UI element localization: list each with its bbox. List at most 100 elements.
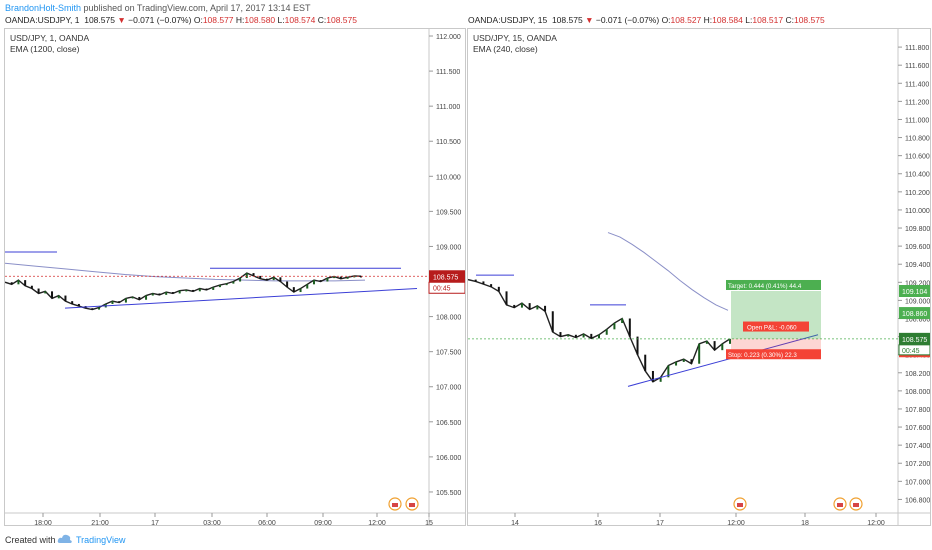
left-chart-panel[interactable]: 105.500 106.000 106.500 107.000 107.500 108.0… — [4, 28, 466, 526]
flag-icon — [837, 503, 843, 507]
price-candle — [124, 298, 127, 303]
y-tick-label: 111.000 — [905, 117, 929, 124]
price-candle — [659, 377, 662, 382]
left-open: 108.577 — [202, 15, 234, 25]
y-tick-label: 108.000 — [905, 389, 930, 396]
price-candle — [333, 276, 336, 279]
price-candle — [574, 334, 577, 338]
stop-label: Stop: 0.223 (0.30%) 22.3 — [728, 352, 797, 359]
price-candle — [232, 281, 235, 284]
x-tick-label: 18:00 — [34, 520, 52, 525]
y-tick-label: 109.500 — [436, 209, 461, 216]
price-candle — [598, 334, 600, 339]
price-candle — [729, 338, 731, 344]
tradingview-cloud-icon — [57, 534, 72, 543]
price-candle — [71, 301, 74, 304]
price-candle — [272, 277, 275, 281]
y-tick-label: 107.500 — [436, 350, 461, 357]
publish-line: BrandonHolt-Smith published on TradingVi… — [5, 3, 311, 13]
price-candle — [306, 284, 309, 289]
y-tick-label: 109.000 — [436, 244, 461, 251]
price-candle — [24, 280, 27, 286]
stop-zone — [731, 338, 821, 352]
y-tick-label: 110.800 — [905, 136, 930, 143]
footer: Created with TradingView — [0, 530, 932, 550]
price-candle — [528, 303, 531, 310]
support-trendline — [627, 334, 819, 387]
y-tick-label: 106.000 — [436, 455, 461, 462]
down-arrow-icon: ▼ — [117, 15, 126, 25]
countdown-badge — [428, 281, 465, 294]
x-tick-label: 09:00 — [314, 520, 332, 525]
price-candle — [239, 278, 242, 282]
created-with-label: Created with — [5, 535, 56, 545]
price-candle — [51, 291, 54, 299]
price-candle — [145, 295, 148, 300]
y-tick-label: 110.500 — [436, 139, 461, 146]
y-tick-label: 110.000 — [905, 208, 930, 215]
right-chart-panel[interactable]: 106.800 107.000 107.200 107.400 107.600 107.8… — [467, 28, 931, 526]
target-badge — [726, 279, 821, 290]
price-candle — [520, 303, 523, 308]
price-candle — [698, 343, 701, 364]
x-tick-label: 03:00 — [203, 520, 221, 525]
price-candle — [198, 288, 201, 292]
price-candle — [279, 277, 282, 282]
price-candle — [225, 283, 228, 286]
price-series-line — [5, 272, 362, 311]
price-candle — [10, 282, 13, 285]
price-candle — [151, 293, 154, 296]
y-tick-label: 110.000 — [436, 174, 461, 181]
left-symbol: OANDA:USDJPY, 1 — [5, 15, 80, 25]
price-candle — [91, 308, 94, 310]
x-tick-label: 12:00 — [727, 520, 745, 525]
price-candle — [482, 281, 485, 285]
y-tick-label: 106.500 — [436, 420, 461, 427]
open-pnl-badge — [743, 321, 809, 332]
y-tick-label: 111.000 — [436, 104, 460, 111]
y-tick-label: 112.000 — [436, 34, 461, 41]
price-candle — [259, 275, 262, 279]
price-candle — [218, 285, 221, 288]
left-low: 108.574 — [284, 15, 316, 25]
price-candle — [667, 365, 670, 378]
price-badge-label: 108.860 — [902, 311, 927, 318]
price-candle — [582, 333, 585, 338]
tradingview-brand[interactable]: TradingView — [76, 535, 126, 545]
y-tick-label: 111.500 — [436, 69, 460, 76]
left-o-label: O: — [193, 15, 203, 25]
y-tick-label: 107.600 — [905, 425, 930, 432]
right-chart-svg[interactable]: 106.800 107.000 107.200 107.400 107.600 107.8… — [468, 29, 930, 525]
price-candle — [621, 318, 624, 324]
price-candle — [613, 323, 616, 330]
flag-icon — [853, 503, 859, 507]
price-candle — [185, 289, 188, 292]
target-zone — [731, 290, 821, 339]
price-candle — [544, 305, 547, 312]
down-arrow-icon: ▼ — [585, 15, 594, 25]
price-badge — [899, 284, 930, 297]
left-price: 108.575 — [84, 15, 115, 25]
price-badge-label: 109.104 — [902, 289, 927, 296]
price-candle — [628, 318, 631, 337]
price-badge — [899, 332, 930, 345]
left-chart-svg[interactable]: 105.500 106.000 106.500 107.000 107.500 108.0… — [5, 29, 465, 525]
price-candle — [675, 361, 678, 366]
left-change: −0.071 (−0.07%) — [128, 15, 192, 25]
right-price: 108.575 — [551, 15, 583, 25]
y-tick-label: 105.500 — [436, 490, 461, 497]
price-candle — [505, 291, 508, 305]
x-tick-label: 16 — [594, 520, 602, 525]
price-candle — [111, 301, 114, 304]
y-tick-label: 107.200 — [905, 461, 930, 468]
price-candle — [690, 359, 693, 364]
price-candle — [721, 343, 724, 351]
price-candle — [319, 280, 322, 282]
right-high: 108.584 — [712, 15, 743, 25]
author-link[interactable]: BrandonHolt-Smith — [5, 3, 82, 13]
stop-badge — [726, 349, 821, 360]
price-candle — [326, 278, 329, 282]
price-candle — [17, 280, 20, 285]
price-candle — [158, 293, 161, 295]
left-ema-label: EMA (1200, close) — [10, 44, 80, 54]
